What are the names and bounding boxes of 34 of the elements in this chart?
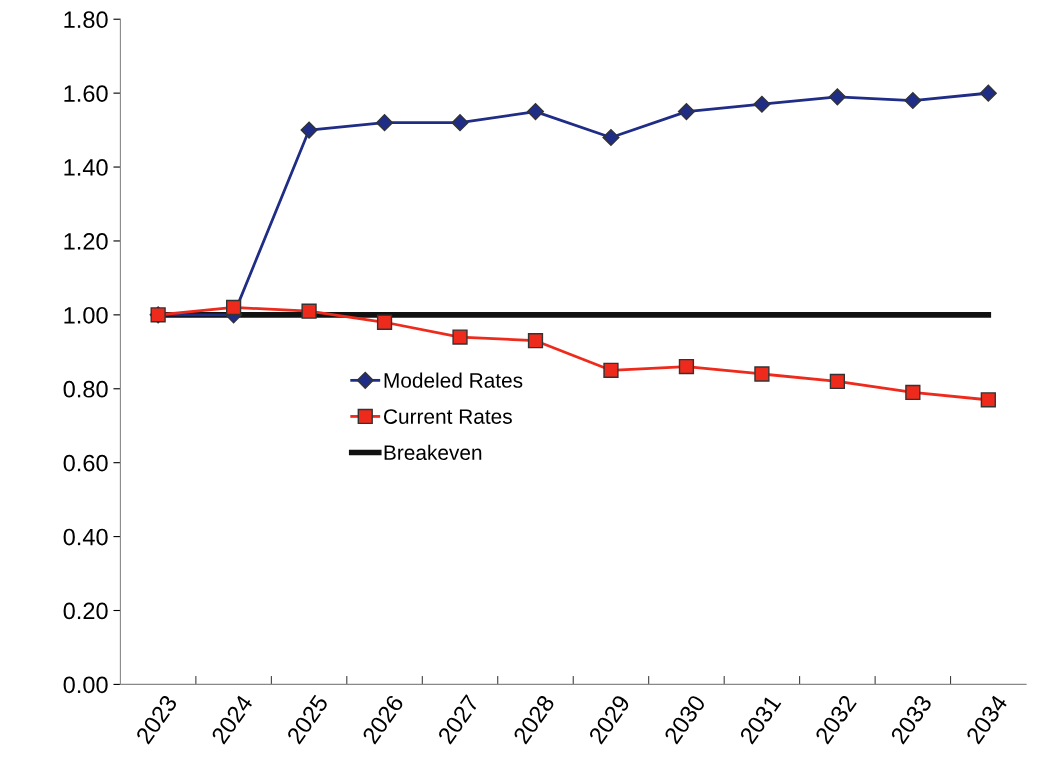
- point: [979, 84, 997, 102]
- point: [527, 333, 544, 349]
- point: [980, 392, 996, 408]
- y-tick-label: 1.60: [64, 85, 108, 102]
- y-tick-label: 1.80: [64, 11, 108, 29]
- y-tick-label: 0.80: [63, 380, 108, 398]
- point: [905, 384, 921, 401]
- legend-label: Breakeven: [384, 444, 482, 461]
- point: [602, 128, 620, 147]
- point: [753, 95, 771, 113]
- point: [678, 358, 695, 375]
- y-tick-label: 1.20: [64, 233, 108, 250]
- point: [603, 362, 619, 378]
- point: [451, 114, 469, 132]
- point: [376, 314, 393, 330]
- point: [225, 299, 242, 316]
- y-tick-label: 1.00: [64, 306, 108, 324]
- y-tick-label: 0.20: [63, 602, 108, 620]
- point: [677, 103, 695, 121]
- point: [526, 103, 545, 121]
- y-tick-label: 1.40: [64, 159, 108, 176]
- y-tick-label: 0.00: [63, 676, 108, 694]
- point: [301, 303, 317, 319]
- y-tick-label: 0.40: [63, 528, 108, 546]
- y-tick-label: 0.60: [63, 454, 108, 472]
- point: [904, 91, 922, 110]
- point: [452, 329, 468, 345]
- point: [754, 366, 770, 382]
- point: [828, 88, 846, 106]
- legend-label: Modeled Rates: [384, 372, 523, 388]
- point: [829, 373, 846, 390]
- legend-label: Current Rates: [384, 409, 512, 424]
- point: [300, 121, 318, 139]
- point: [376, 114, 394, 132]
